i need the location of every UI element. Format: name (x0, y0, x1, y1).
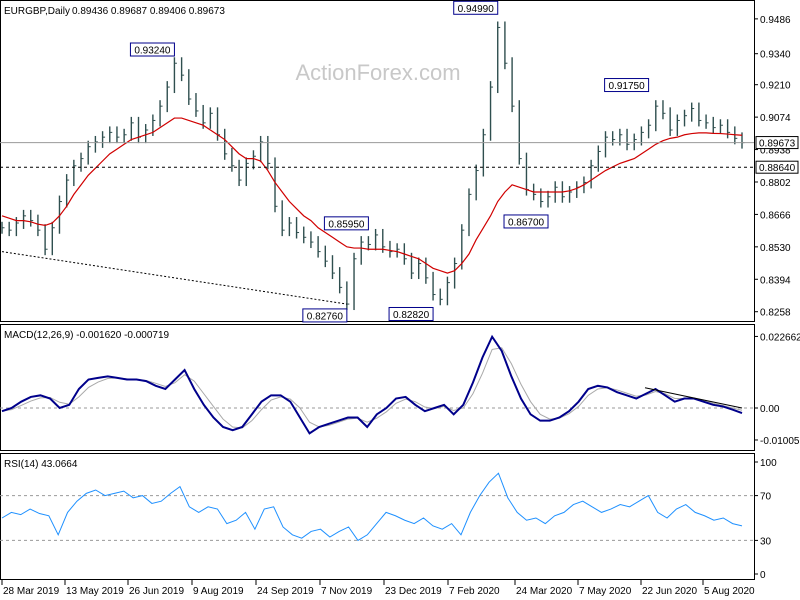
x-axis-label: 26 Jun 2019 (129, 586, 184, 597)
macd-title: MACD(12,26,9) -0.001620 -0.000719 (4, 330, 170, 341)
rsi-axis-label: 30 (760, 536, 772, 547)
rsi-line (1, 472, 743, 542)
price-annotation-label: 0.82820 (393, 310, 430, 321)
price-annotation-label: 0.82760 (307, 311, 344, 322)
x-axis-label: 9 Aug 2019 (193, 586, 244, 597)
x-axis-label: 7 May 2020 (579, 586, 632, 597)
rsi-axis-label: 70 (760, 492, 772, 503)
macd-panel (0, 324, 755, 451)
x-axis-label: 24 Mar 2020 (516, 586, 573, 597)
price-axis-label: 0.9210 (760, 81, 791, 92)
price-layer: 0.93240 0.94990 0.91750 0.86700 0.85950 0.827… (0, 0, 754, 323)
macd-axis-label: 0.00 (760, 404, 780, 415)
rsi-panel (0, 453, 755, 580)
rsi-axis-label: 100 (760, 458, 777, 469)
price-annotation-box (453, 0, 499, 15)
price-annotation-label: 0.93240 (134, 46, 171, 57)
ohlc-readout: 0.89436 0.89687 0.89406 0.89673 (72, 6, 225, 17)
price-annotation-box (604, 78, 650, 93)
price-axis-label: 0.8802 (760, 178, 791, 189)
x-axis-label: 5 Aug 2020 (704, 586, 755, 597)
price-tag-support: 0.88640 (759, 163, 796, 174)
rsi-layer (0, 472, 754, 542)
price-axis-label: 0.8394 (760, 275, 791, 286)
x-axis-label: 13 May 2019 (66, 586, 124, 597)
price-annotation-box (323, 216, 369, 231)
macd-axis-label: 0.022662 (760, 332, 800, 343)
price-annotation-box (129, 42, 175, 57)
moving-average-line (1, 117, 743, 274)
x-axis-label: 28 Mar 2019 (3, 586, 60, 597)
price-axis-label: 0.9340 (760, 50, 791, 61)
x-axis-label: 24 Sep 2019 (257, 586, 314, 597)
axis-layer: 0.9486 0.9340 0.9210 0.9074 0.8938 0.8802 0.86… (1, 15, 800, 597)
price-axis-label: 0.8666 (760, 210, 791, 221)
price-axis-label: 0.9074 (760, 113, 791, 124)
macd-layer (0, 334, 754, 435)
rsi-title: RSI(14) 43.0664 (4, 459, 78, 470)
price-axis-label: 0.8938 (760, 146, 791, 157)
price-annotation-label: 0.94990 (458, 4, 495, 15)
price-axis-label: 0.8530 (760, 243, 791, 254)
price-annotation-label: 0.86700 (508, 217, 545, 228)
x-axis-label: 23 Dec 2019 (385, 586, 442, 597)
x-axis-label: 22 Jun 2020 (642, 586, 697, 597)
price-tag-current-box (755, 136, 799, 150)
price-axis-label: 0.8258 (760, 308, 791, 319)
price-annotation-box (503, 214, 549, 229)
price-annotation-box (388, 306, 434, 321)
price-panel (0, 0, 755, 322)
x-axis-label: 7 Feb 2020 (449, 586, 500, 597)
macd-line (1, 334, 743, 435)
price-annotation-label: 0.85950 (328, 219, 365, 230)
macd-trendline (644, 387, 743, 409)
x-axis-label: 7 Nov 2019 (321, 586, 373, 597)
price-axis-label: 0.9486 (760, 15, 791, 26)
price-annotation-box (302, 308, 348, 323)
price-tag-support-box (755, 160, 799, 174)
price-annotation-label: 0.91750 (609, 81, 646, 92)
chart-title: EURGBP,Daily (4, 6, 70, 17)
rsi-axis-label: 0 (760, 570, 766, 581)
macd-axis-label: -0.010052 (760, 436, 800, 447)
price-tag-current: 0.89673 (759, 139, 796, 150)
watermark: ActionForex.com (295, 60, 460, 85)
